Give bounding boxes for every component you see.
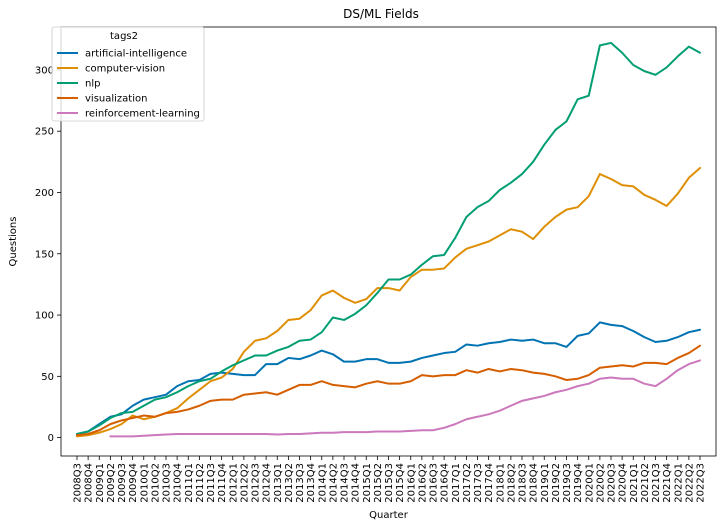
x-tick-label: 2011Q3 (206, 463, 217, 503)
chart-title: DS/ML Fields (343, 7, 419, 21)
x-tick-label: 2018Q2 (506, 463, 517, 503)
x-tick-label: 2013Q4 (306, 463, 317, 503)
y-tick-label: 150 (35, 249, 54, 260)
x-tick-label: 2010Q4 (173, 463, 184, 503)
x-tick-label: 2010Q2 (150, 463, 161, 503)
x-tick-label: 2018Q1 (495, 463, 506, 503)
x-tick-label: 2019Q4 (573, 463, 584, 503)
x-axis-label: Quarter (369, 510, 409, 521)
x-tick-label: 2022Q2 (684, 463, 695, 503)
x-tick-label: 2021Q4 (662, 463, 673, 503)
legend-title: tags2 (110, 31, 138, 42)
x-tick-label: 2008Q3 (73, 463, 84, 503)
y-tick-label: 0 (48, 433, 54, 444)
legend-label-visualization: visualization (85, 94, 147, 105)
legend-label-nlp: nlp (85, 79, 100, 90)
x-tick-label: 2017Q2 (462, 463, 473, 503)
x-tick-label: 2009Q1 (95, 463, 106, 503)
x-tick-label: 2020Q2 (595, 463, 606, 503)
x-tick-label: 2014Q4 (351, 463, 362, 503)
x-tick-label: 2020Q4 (618, 463, 629, 503)
x-tick-label: 2018Q3 (518, 463, 529, 503)
series-line-visualization (76, 344, 701, 437)
y-tick-label: 250 (35, 127, 54, 138)
x-tick-label: 2011Q4 (217, 463, 228, 503)
x-tick-label: 2008Q4 (84, 463, 95, 503)
x-tick-label: 2013Q2 (284, 463, 295, 503)
legend: tags2 artificial-intelligence computer-vi… (51, 26, 205, 122)
series-line-artificial-intelligence (76, 321, 701, 435)
legend-box (51, 26, 205, 122)
x-tick-label: 2009Q4 (128, 463, 139, 503)
y-axis-label: Questions (8, 217, 19, 267)
x-tick-label: 2011Q1 (184, 463, 195, 503)
x-axis: 2008Q3 2008Q4 2009Q1 2009Q2 2009Q3 2009Q4 2010… (73, 456, 707, 503)
x-tick-label: 2021Q1 (629, 463, 640, 503)
x-tick-label: 2017Q4 (484, 463, 495, 503)
x-tick-label: 2016Q2 (417, 463, 428, 503)
y-tick-label: 200 (35, 188, 54, 199)
x-tick-label: 2018Q4 (529, 463, 540, 503)
x-tick-label: 2022Q1 (673, 463, 684, 503)
x-tick-label: 2014Q1 (317, 463, 328, 503)
x-tick-label: 2014Q2 (328, 463, 339, 503)
x-tick-label: 2021Q2 (640, 463, 651, 503)
series-line-reinforcement-learning (109, 359, 701, 438)
x-tick-label: 2012Q1 (228, 463, 239, 503)
x-tick-label: 2013Q1 (273, 463, 284, 503)
x-tick-label: 2009Q3 (117, 463, 128, 503)
x-tick-label: 2015Q3 (384, 463, 395, 503)
x-tick-label: 2014Q3 (340, 463, 351, 503)
x-tick-label: 2022Q3 (696, 463, 707, 503)
y-axis: 0 50 100 150 200 250 300 (35, 65, 61, 444)
x-tick-label: 2016Q4 (440, 463, 451, 503)
x-tick-label: 2010Q1 (139, 463, 150, 503)
y-tick-label: 50 (41, 372, 54, 383)
x-tick-label: 2012Q3 (251, 463, 262, 503)
x-tick-label: 2019Q2 (551, 463, 562, 503)
x-tick-label: 2013Q3 (295, 463, 306, 503)
y-tick-label: 300 (35, 65, 54, 76)
x-tick-label: 2015Q1 (362, 463, 373, 503)
x-tick-label: 2015Q4 (395, 463, 406, 503)
x-tick-label: 2017Q3 (473, 463, 484, 503)
x-tick-label: 2012Q4 (262, 463, 273, 503)
series-line-computer-vision (76, 166, 701, 438)
x-tick-label: 2019Q1 (540, 463, 551, 503)
legend-label-reinforcement-learning: reinforcement-learning (85, 109, 200, 120)
y-tick-label: 100 (35, 311, 54, 322)
x-tick-label: 2011Q2 (195, 463, 206, 503)
x-tick-label: 2020Q1 (584, 463, 595, 503)
x-tick-label: 2015Q2 (373, 463, 384, 503)
x-tick-label: 2020Q3 (607, 463, 618, 503)
plot-area (76, 41, 701, 438)
x-tick-label: 2016Q1 (406, 463, 417, 503)
x-tick-label: 2009Q2 (106, 463, 117, 503)
x-tick-label: 2017Q1 (451, 463, 462, 503)
legend-label-computer-vision: computer-vision (85, 64, 165, 75)
x-tick-label: 2016Q3 (429, 463, 440, 503)
x-tick-label: 2021Q3 (651, 463, 662, 503)
x-tick-label: 2012Q2 (239, 463, 250, 503)
x-tick-label: 2019Q3 (562, 463, 573, 503)
series-line-nlp (76, 41, 701, 435)
legend-label-artificial-intelligence: artificial-intelligence (85, 49, 187, 60)
x-tick-label: 2010Q3 (162, 463, 173, 503)
